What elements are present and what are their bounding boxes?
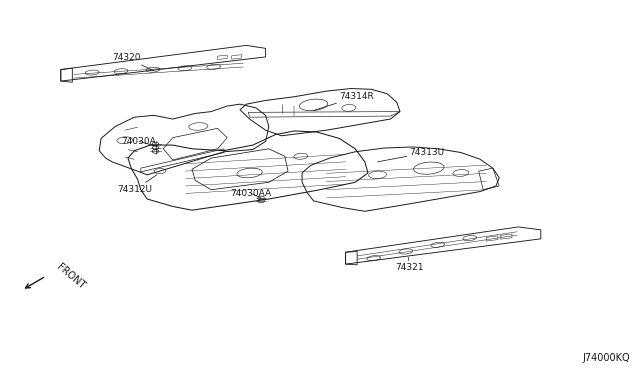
Text: 74321: 74321 — [396, 257, 424, 272]
Text: FRONT: FRONT — [54, 262, 86, 291]
Text: 74030AA: 74030AA — [230, 189, 271, 198]
Text: 74030A: 74030A — [122, 137, 156, 146]
Text: 74312U: 74312U — [117, 175, 157, 194]
Text: 74313U: 74313U — [378, 148, 445, 162]
Text: 74320: 74320 — [112, 53, 154, 71]
Text: J74000KQ: J74000KQ — [583, 353, 630, 363]
Text: 74314R: 74314R — [314, 92, 374, 110]
